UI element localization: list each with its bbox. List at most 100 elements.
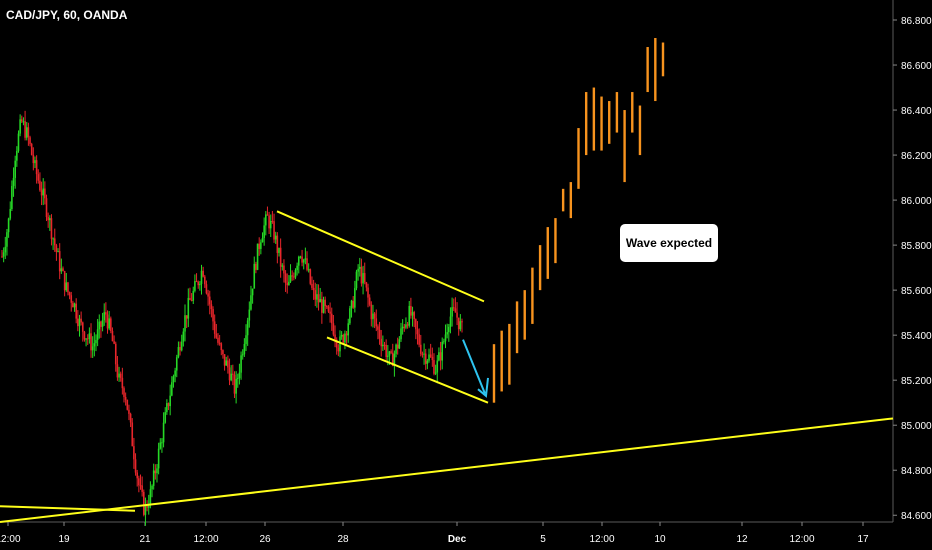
candle-body (411, 312, 414, 316)
candle-body (321, 298, 323, 313)
candle-body (350, 300, 353, 309)
candle-body (406, 324, 409, 326)
candle-body (138, 478, 140, 486)
candle-body (187, 297, 190, 319)
candle-body (20, 119, 23, 122)
candle-body (30, 143, 33, 155)
candle-body (289, 275, 292, 282)
candle-body (16, 150, 18, 161)
y-tick-label: 86.800 (901, 16, 932, 27)
candle-body (416, 329, 419, 335)
y-tick-label: 84.600 (901, 511, 932, 522)
candle-body (421, 353, 424, 355)
projection-bar (646, 47, 649, 93)
candle-body (202, 270, 204, 277)
candle-body (367, 287, 369, 298)
candle-body (433, 360, 435, 374)
candle-body (205, 284, 208, 294)
candle-body (344, 333, 346, 343)
candle-body (266, 214, 269, 216)
candle-body (395, 344, 397, 354)
candle-body (304, 258, 307, 260)
candle-body (256, 243, 259, 270)
x-tick-label: 28 (337, 534, 349, 545)
projection-bar (561, 188, 565, 212)
candle-body (236, 378, 239, 380)
candle-body (258, 243, 261, 249)
channel-upper-line (276, 210, 485, 303)
projection-bar (631, 92, 634, 133)
candle-body (281, 265, 284, 267)
candle-body (309, 269, 312, 284)
x-tick-label: 17 (857, 534, 869, 545)
candle-body (17, 133, 20, 151)
candle-body (413, 312, 415, 320)
projection-bar (523, 290, 526, 340)
candle-body (144, 504, 147, 515)
candle-body (449, 316, 452, 327)
candle-body (67, 282, 69, 293)
projection-bar (531, 267, 534, 324)
wave-expected-callout: Wave expected (620, 224, 718, 262)
candle-body (164, 412, 167, 423)
candle-body (44, 188, 46, 199)
candle-body (49, 218, 51, 221)
candle-body (19, 119, 21, 134)
candle-body (370, 304, 373, 320)
candle-body (418, 334, 420, 345)
projection-arrowhead (477, 377, 489, 398)
candle-body (105, 312, 107, 315)
candle-body (352, 300, 354, 308)
candle-body (47, 217, 49, 221)
candle-body (375, 318, 378, 327)
candle-body (408, 305, 411, 326)
candle-body (210, 304, 213, 310)
candle-body (53, 238, 56, 246)
candle-body (232, 373, 234, 375)
x-tick-label: 5 (540, 534, 546, 545)
candle-body (118, 373, 120, 378)
candle-body (240, 355, 242, 373)
candle-body (100, 321, 102, 327)
candle-body (349, 308, 351, 324)
candle-body (166, 403, 168, 413)
candle-body (357, 268, 359, 272)
candle-body (85, 338, 87, 340)
candle-body (62, 268, 64, 272)
candle-body (286, 282, 289, 286)
candle-body (22, 121, 25, 123)
candle-body (190, 299, 193, 301)
candle-body (228, 367, 231, 381)
candle-body (42, 188, 45, 196)
candle-body (276, 235, 279, 253)
candle-body (169, 395, 171, 407)
candle-body (337, 347, 340, 352)
candle-body (377, 326, 379, 330)
candle-body (446, 332, 448, 335)
candle-body (141, 485, 143, 492)
candle-body (373, 313, 376, 319)
channel-lower-line (326, 336, 489, 404)
candle-body (9, 208, 12, 219)
candle-body (52, 238, 54, 240)
candle-body (55, 245, 58, 252)
chart-title: CAD/JPY, 60, OANDA (6, 8, 128, 22)
candle-body (438, 352, 440, 361)
x-tick-label: 12:00 (193, 534, 218, 545)
candle-body (108, 318, 110, 329)
projection-bar (569, 182, 573, 219)
candle-body (192, 290, 195, 301)
candle-body (268, 215, 270, 229)
candle-body (139, 485, 142, 487)
candle-body (390, 351, 392, 353)
candle-body (159, 442, 162, 449)
x-tick-label: 26 (259, 534, 271, 545)
projection-bar (638, 105, 642, 156)
candle-body (294, 270, 297, 278)
candle-body (372, 313, 374, 320)
candle-body (288, 281, 290, 286)
candle-body (58, 251, 61, 272)
candle-body (98, 321, 101, 330)
candle-body (7, 218, 10, 233)
candle-body (12, 177, 15, 186)
